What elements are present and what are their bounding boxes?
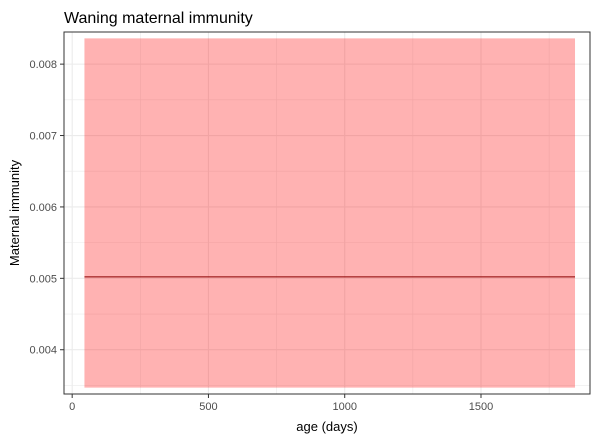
y-tick-label: 0.008 <box>29 59 57 71</box>
x-tick-label: 1000 <box>332 401 356 413</box>
x-tick-label: 0 <box>69 401 75 413</box>
grid-major <box>64 32 590 394</box>
plot-panel <box>64 32 590 394</box>
x-axis-title: age (days) <box>296 419 357 434</box>
y-axis: 0.004 0.005 0.006 0.007 0.008 <box>29 59 64 357</box>
chart-title: Waning maternal immunity <box>64 10 253 27</box>
grid-minor <box>64 32 590 394</box>
x-tick-label: 1500 <box>469 401 493 413</box>
plot-border <box>63 31 591 395</box>
y-tick-label: 0.007 <box>29 131 57 143</box>
confidence-band-0 <box>84 38 576 388</box>
y-tick-label: 0.004 <box>29 345 57 357</box>
y-tick-label: 0.006 <box>29 202 57 214</box>
y-tick-label: 0.005 <box>29 273 57 285</box>
y-axis-title: Maternal immunity <box>7 159 22 266</box>
series-layer <box>84 38 576 388</box>
x-tick-label: 500 <box>199 401 217 413</box>
x-axis: 0 500 1000 1500 <box>69 394 493 413</box>
